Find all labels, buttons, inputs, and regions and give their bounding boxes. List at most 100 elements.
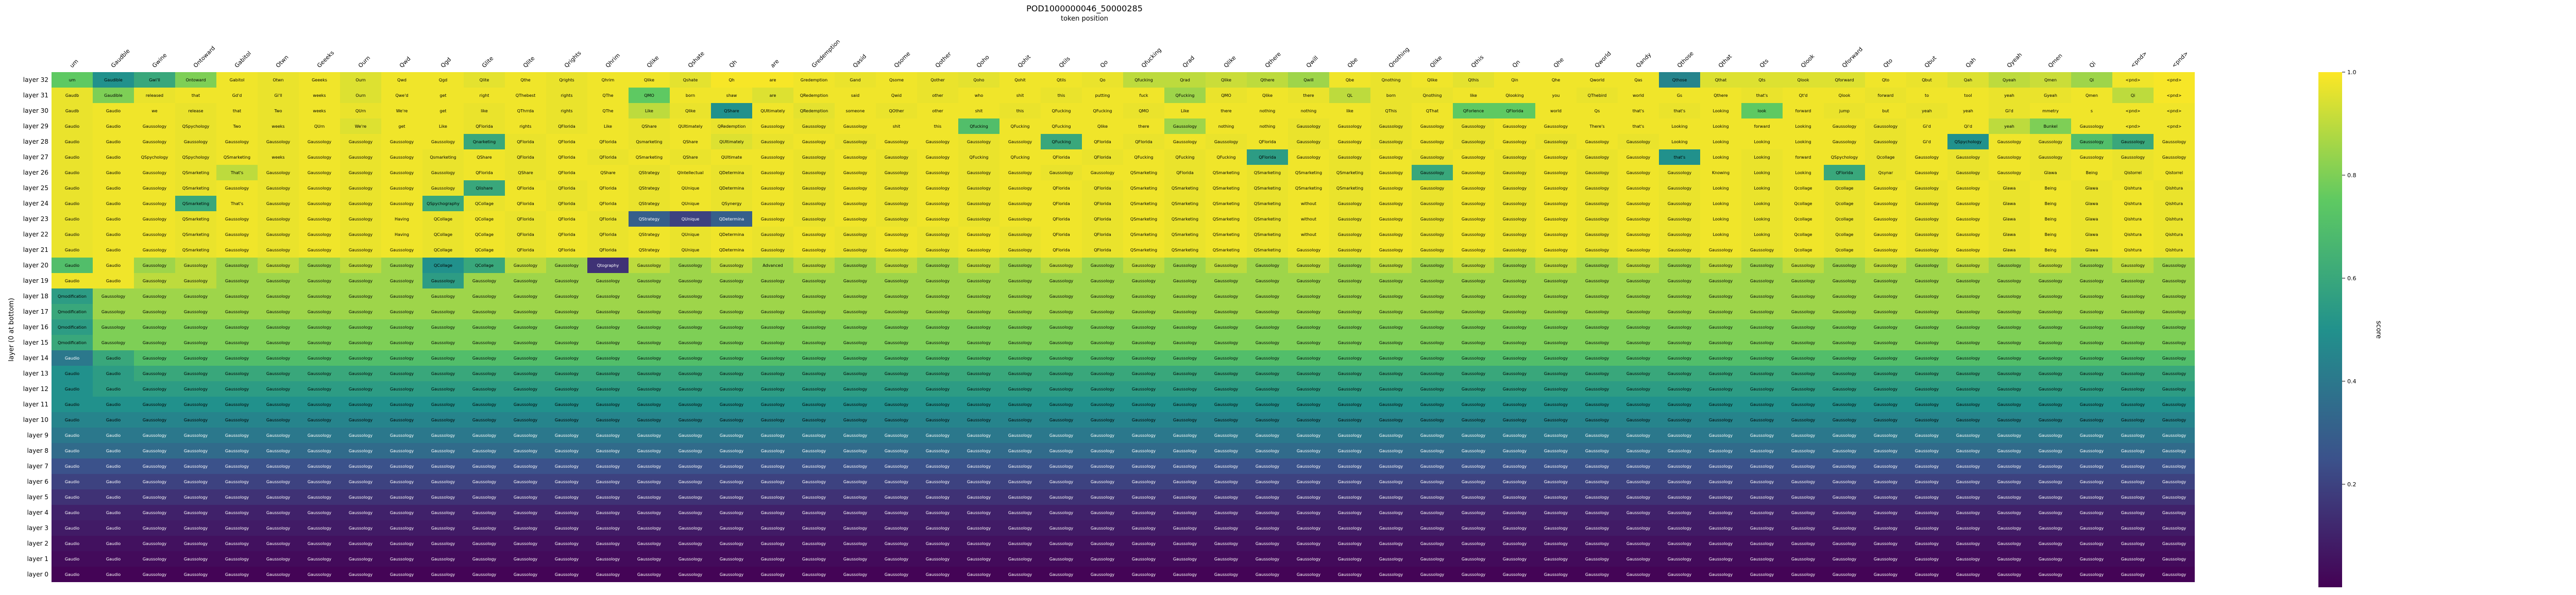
cell-label: Gaussology [885,356,909,361]
cell-label: Qcollage [1836,201,1854,206]
heatmap-cell [381,227,422,242]
cell-label: Gaudio [106,541,121,546]
cell-label: Gaussology [2080,526,2104,531]
cell-label: Gaussology [184,140,208,144]
cell-label: Qyeah [2003,78,2016,82]
heatmap-cell [587,72,629,88]
cell-label: Gaussology [1874,402,1898,407]
cell-label: Gaussology [1091,464,1115,469]
heatmap-cell [464,103,505,118]
cell-label: Gaussology [2121,572,2145,577]
cell-label: Gaussology [390,511,414,515]
heatmap-cell [793,304,835,319]
cell-label: Qmodification [58,310,87,314]
heatmap-cell [134,227,175,242]
heatmap-cell [1288,72,1329,88]
cell-label: released [146,93,163,98]
cell-label: Ourn [355,93,366,98]
heatmap-cell [2154,242,2195,258]
cell-label: Gaussology [1833,294,1857,299]
cell-label: Qthat [1715,78,1727,82]
cell-label: Gaussology [1338,418,1362,422]
row-label: layer 26 [23,169,48,176]
heatmap-cell [216,288,258,304]
cell-label: Gaudio [106,186,121,191]
cell-label: Gaussology [1049,449,1074,453]
cell-label: Qohit [1014,78,1026,82]
heatmap-cell [464,211,505,227]
heatmap-cell [2030,288,2071,304]
heatmap-cell [1824,319,1865,335]
cell-label: that's [1756,93,1768,98]
cell-label: Gaussology [926,248,950,252]
cell-label: Gaussology [1049,572,1074,577]
cell-label: Gaussology [266,511,291,515]
heatmap-cell [1741,134,1783,149]
cell-label: Gaussology [761,279,785,283]
cell-label: Gaussology [1956,387,1980,392]
heatmap-cell [1123,258,1164,273]
heatmap-cell [1741,88,1783,103]
heatmap-cell [1989,227,2030,242]
cell-label: Gaussology [2121,356,2145,361]
heatmap-cell [2154,72,2195,88]
cell-label: Gaussology [885,541,909,546]
cell-label: Gaussology [1544,201,1568,206]
heatmap-cell [1370,304,1412,319]
cell-label: Gaussology [1173,124,1197,129]
cell-label: rights [561,93,573,98]
heatmap-cell [711,273,752,288]
cell-label: Gaussology [761,217,785,222]
heatmap-cell [1164,258,1206,273]
cell-label: Gaussology [143,449,167,453]
cell-label: Gaussology [1297,294,1321,299]
cell-label: Gaussology [1214,495,1239,500]
cell-label: Gaussology [1750,325,1774,330]
heatmap-cell [670,227,711,242]
heatmap-cell [1618,149,1659,165]
cell-label: Gaussology [1256,541,1280,546]
heatmap-cell [299,319,340,335]
cell-label: Gaussology [596,480,620,484]
cell-label: Qtils [1057,78,1066,82]
cell-label: Gaussology [1668,557,1692,562]
cell-label: world [1633,93,1644,98]
cell-label: other [932,93,943,98]
cell-label: Gaussology [761,449,785,453]
cell-label: Gaussology [1462,325,1486,330]
heatmap-cell [1865,288,1906,304]
cell-label: this [934,124,942,129]
cell-label: Gaussology [885,140,909,144]
heatmap-cell [711,288,752,304]
cell-label: Gaussology [1173,310,1197,314]
cell-label: Gaussology [1008,356,1032,361]
cell-label: QUnique [682,248,700,252]
cell-label: Gaussology [1338,572,1362,577]
cell-label: Gaussology [555,418,579,422]
cell-label: Gaussology [1049,402,1074,407]
cell-label: Gaussology [1091,310,1115,314]
column-label: <pnd> [2171,50,2190,69]
heatmap-cell [1164,196,1206,211]
cell-label: QFlorida [599,155,617,160]
cell-label: Gaussology [1585,201,1609,206]
heatmap-cell [835,288,876,304]
cell-label: Gaussology [1008,201,1032,206]
heatmap-cell [1329,134,1370,149]
cell-label: Gaussology [1956,232,1980,237]
heatmap-cell [1370,103,1412,118]
cell-label: Gaudio [65,279,79,283]
cell-label: Gaussology [1709,464,1733,469]
heatmap-cell [258,72,299,88]
cell-label: Gaussology [926,464,950,469]
cell-label: Gaussology [225,356,249,361]
cell-label: Gaussology [843,371,868,376]
cell-label: Qsome [889,78,904,82]
cell-label: QFlorida [599,140,617,144]
cell-label: Qgd [439,78,447,82]
heatmap-cell [505,88,546,103]
cell-label: Gaussology [1956,294,1980,299]
cell-label: this [1016,109,1024,113]
heatmap-cell [1123,211,1164,227]
cell-label: putting [1095,93,1110,98]
